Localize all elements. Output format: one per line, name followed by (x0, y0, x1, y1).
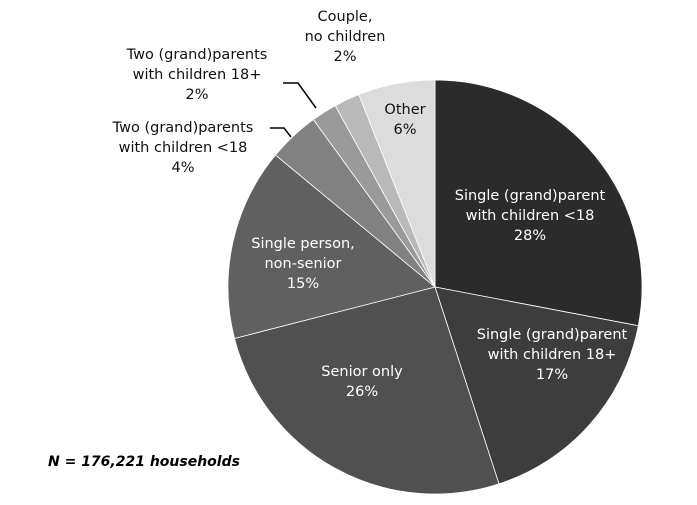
value-label: 28% (514, 228, 546, 244)
leader-line (283, 82, 317, 109)
value-label: 6% (393, 122, 416, 138)
value-label: 15% (287, 276, 319, 292)
pie-slice (227, 154, 436, 339)
value-label: 2% (333, 49, 356, 65)
slice-label: with children <18 (466, 208, 595, 224)
value-label: 17% (536, 367, 568, 383)
slice-label: Other (384, 102, 425, 118)
pie-slice (434, 286, 639, 485)
slice-label: Couple, (318, 9, 373, 25)
pie-slice (434, 79, 643, 327)
value-label: 4% (171, 160, 194, 176)
pie-slice (358, 79, 436, 288)
slice-label: non-senior (264, 256, 341, 272)
slice-label: with children 18+ (133, 67, 262, 83)
slice-label: Two (grand)parents (126, 47, 268, 63)
note: N = 176,221 households (48, 454, 240, 470)
slice-label: Single (grand)parent (455, 188, 606, 204)
leader-line (270, 127, 292, 138)
value-label: 2% (185, 87, 208, 103)
slice-label: Single (grand)parent (477, 327, 628, 343)
slice-label: Two (grand)parents (112, 120, 254, 136)
slice-label: with children 18+ (488, 347, 617, 363)
slice-label: Single person, (251, 236, 355, 252)
slice-label: no children (305, 29, 386, 45)
slice-label: with children <18 (119, 140, 248, 156)
pie-slice (234, 286, 500, 495)
slice-label: Senior only (321, 364, 403, 380)
value-label: 26% (346, 384, 378, 400)
